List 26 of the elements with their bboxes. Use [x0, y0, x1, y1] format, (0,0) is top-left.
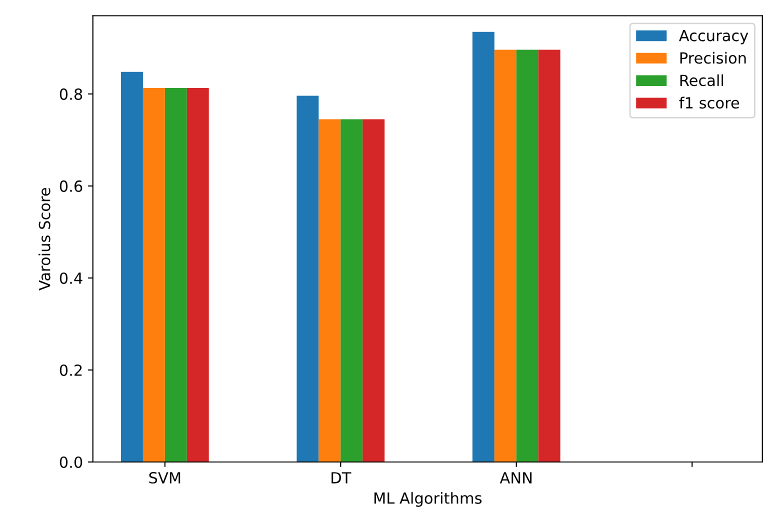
bar — [362, 119, 385, 462]
bar — [164, 88, 187, 462]
x-tick-label: ANN — [500, 472, 532, 484]
bar — [296, 96, 319, 462]
bar — [142, 88, 165, 462]
x-tick-label: DT — [332, 472, 352, 484]
legend-label: Accuracy — [679, 30, 748, 44]
y-tick-label: 0.6 — [60, 180, 82, 192]
bar — [538, 50, 560, 462]
bar — [120, 72, 143, 462]
x-axis-title: ML Algorithms — [374, 492, 482, 507]
bar — [472, 32, 494, 462]
y-tick-label: 0.4 — [60, 272, 82, 284]
x-tick-label: SVM — [149, 472, 180, 484]
bar — [318, 119, 341, 462]
bar — [340, 119, 363, 462]
y-tick-label: 0.0 — [60, 456, 82, 468]
bar — [494, 50, 516, 462]
y-axis-title: Varoius Score — [38, 188, 50, 290]
legend-label: Precision — [680, 52, 746, 64]
bar — [186, 88, 209, 462]
y-tick-label: 0.8 — [60, 88, 82, 100]
y-tick-label: 0.2 — [60, 364, 82, 376]
bar — [516, 50, 538, 462]
legend-label: f1 score — [679, 96, 740, 109]
legend-label: Recall — [680, 74, 724, 86]
